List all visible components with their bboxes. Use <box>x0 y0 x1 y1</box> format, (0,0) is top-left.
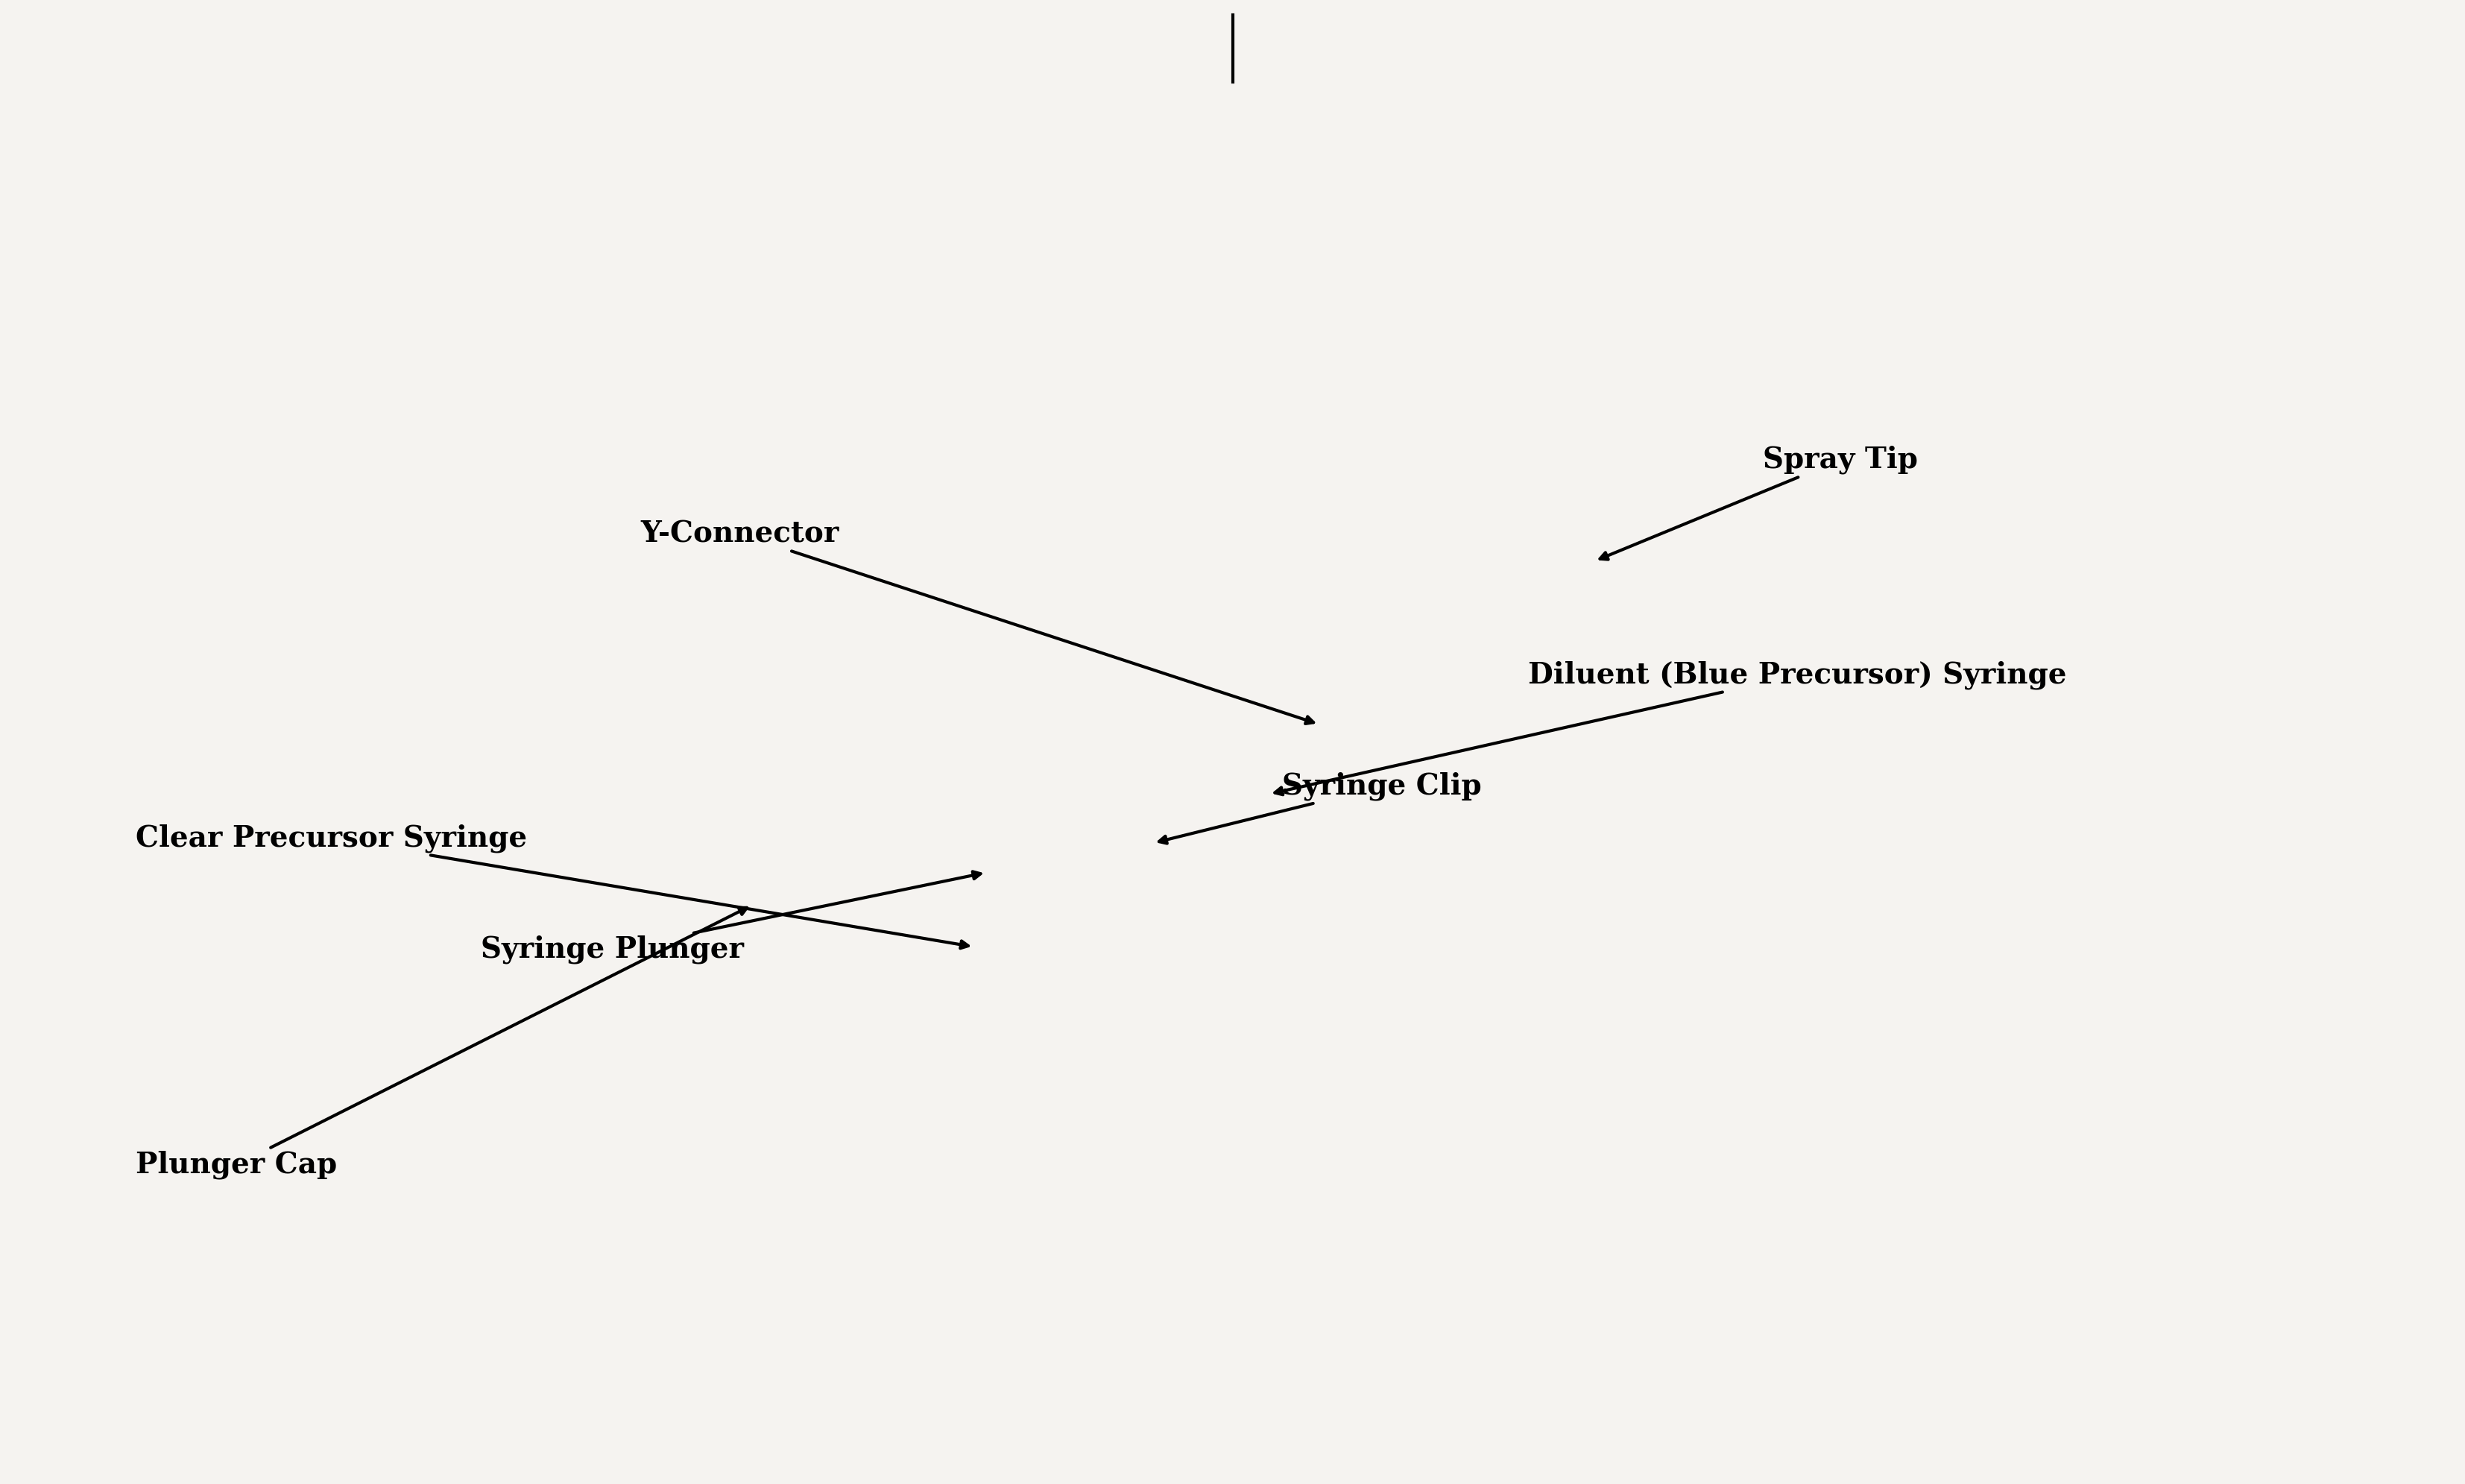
Text: Syringe Plunger: Syringe Plunger <box>481 871 981 965</box>
Text: Spray Tip: Spray Tip <box>1600 445 1918 559</box>
Text: Clear Precursor Syringe: Clear Precursor Syringe <box>136 824 969 948</box>
Text: Y-Connector: Y-Connector <box>641 519 1314 724</box>
Text: Syringe Clip: Syringe Clip <box>1159 772 1481 843</box>
Text: Plunger Cap: Plunger Cap <box>136 908 747 1180</box>
Text: Diluent (Blue Precursor) Syringe: Diluent (Blue Precursor) Syringe <box>1274 660 2066 795</box>
